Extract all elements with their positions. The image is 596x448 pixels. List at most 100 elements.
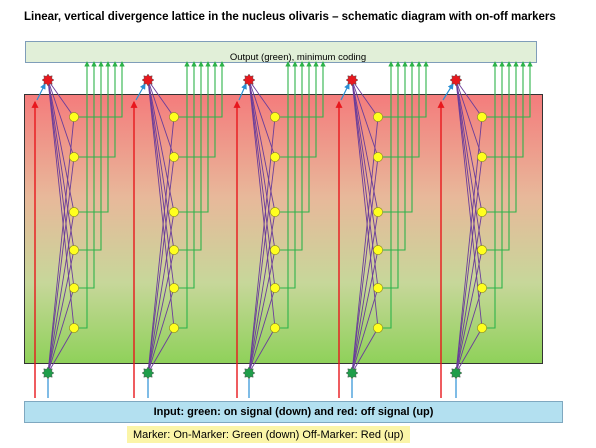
output-line bbox=[174, 61, 218, 158]
divergence-line bbox=[248, 211, 277, 374]
divergence-line bbox=[147, 116, 176, 374]
output-line bbox=[174, 61, 225, 118]
divergence-line bbox=[351, 211, 380, 374]
on-marker bbox=[345, 366, 359, 380]
divergence-line bbox=[248, 79, 276, 158]
divergence-line bbox=[455, 327, 483, 374]
divergence-line bbox=[47, 79, 76, 289]
output-line bbox=[378, 61, 401, 289]
divergence-line bbox=[47, 79, 75, 118]
off-marker bbox=[449, 73, 463, 87]
relay-node bbox=[169, 245, 179, 255]
divergence-line bbox=[351, 156, 380, 374]
divergence-line bbox=[351, 79, 380, 289]
divergence-line bbox=[47, 79, 76, 213]
output-line bbox=[275, 61, 319, 158]
output-line bbox=[378, 61, 422, 158]
output-line bbox=[174, 61, 197, 289]
marker-legend: Marker: On-Marker: Green (down) Off-Mark… bbox=[127, 426, 410, 443]
output-line bbox=[74, 61, 118, 158]
on-marker bbox=[41, 366, 55, 380]
divergence-line bbox=[351, 327, 379, 374]
divergence-line bbox=[455, 287, 484, 374]
divergence-line bbox=[47, 327, 75, 374]
divergence-line bbox=[147, 156, 176, 374]
divergence-line bbox=[248, 249, 277, 374]
divergence-line bbox=[147, 327, 175, 374]
off-marker bbox=[141, 73, 155, 87]
relay-node bbox=[270, 112, 280, 122]
input-layer-label: Input: green: on signal (down) and red: … bbox=[153, 406, 434, 418]
divergence-line bbox=[248, 79, 276, 118]
off-input-link bbox=[135, 83, 146, 101]
relay-node bbox=[69, 245, 79, 255]
output-line bbox=[275, 61, 305, 251]
relay-node bbox=[373, 152, 383, 162]
output-line bbox=[482, 61, 505, 289]
divergence-line bbox=[47, 79, 75, 158]
relay-node bbox=[69, 112, 79, 122]
output-layer-box bbox=[25, 41, 537, 63]
relay-node bbox=[270, 323, 280, 333]
off-input-link bbox=[238, 83, 247, 101]
on-marker bbox=[141, 366, 155, 380]
divergence-line bbox=[47, 116, 76, 374]
divergence-line bbox=[147, 79, 175, 118]
divergence-line bbox=[455, 156, 484, 374]
off-input-link bbox=[36, 83, 46, 101]
relay-node bbox=[169, 152, 179, 162]
relay-node bbox=[477, 152, 487, 162]
relay-node bbox=[169, 112, 179, 122]
relay-node bbox=[270, 245, 280, 255]
off-marker bbox=[41, 73, 55, 87]
relay-node bbox=[69, 207, 79, 217]
relay-node bbox=[373, 323, 383, 333]
relay-node bbox=[373, 245, 383, 255]
input-layer-box: Input: green: on signal (down) and red: … bbox=[24, 401, 563, 423]
output-line bbox=[74, 61, 97, 289]
divergence-line bbox=[351, 249, 380, 374]
on-marker bbox=[242, 366, 256, 380]
relay-node bbox=[169, 207, 179, 217]
divergence-line bbox=[351, 79, 379, 118]
output-line bbox=[74, 61, 111, 213]
output-line bbox=[378, 61, 415, 213]
divergence-line bbox=[248, 79, 277, 289]
output-line bbox=[174, 61, 211, 213]
output-line bbox=[74, 61, 104, 251]
output-line bbox=[482, 61, 519, 213]
divergence-line bbox=[248, 156, 277, 374]
off-marker bbox=[242, 73, 256, 87]
relay-node bbox=[477, 323, 487, 333]
divergence-line bbox=[47, 249, 76, 374]
divergence-line bbox=[248, 79, 277, 213]
divergence-line bbox=[455, 249, 484, 374]
divergence-line bbox=[351, 79, 380, 213]
relay-node bbox=[477, 245, 487, 255]
divergence-line bbox=[147, 211, 176, 374]
divergence-line bbox=[248, 327, 276, 374]
divergence-line bbox=[455, 211, 484, 374]
divergence-line bbox=[47, 211, 76, 374]
relay-node bbox=[477, 207, 487, 217]
relay-node bbox=[373, 112, 383, 122]
output-line bbox=[275, 61, 298, 289]
divergence-line bbox=[248, 79, 277, 251]
off-input-link bbox=[442, 83, 454, 101]
output-line bbox=[482, 61, 512, 251]
divergence-line bbox=[351, 79, 379, 158]
relay-node bbox=[477, 283, 487, 293]
divergence-line bbox=[47, 287, 76, 374]
divergence-line bbox=[455, 79, 483, 118]
output-line bbox=[174, 61, 204, 251]
divergence-line bbox=[455, 79, 484, 289]
output-layer-label: Output (green), minimum coding bbox=[229, 52, 367, 63]
off-input-link bbox=[340, 83, 350, 101]
relay-node bbox=[477, 112, 487, 122]
relay-node bbox=[270, 152, 280, 162]
divergence-line bbox=[147, 79, 176, 251]
relay-node bbox=[373, 207, 383, 217]
relay-node bbox=[169, 283, 179, 293]
divergence-line bbox=[351, 116, 380, 374]
